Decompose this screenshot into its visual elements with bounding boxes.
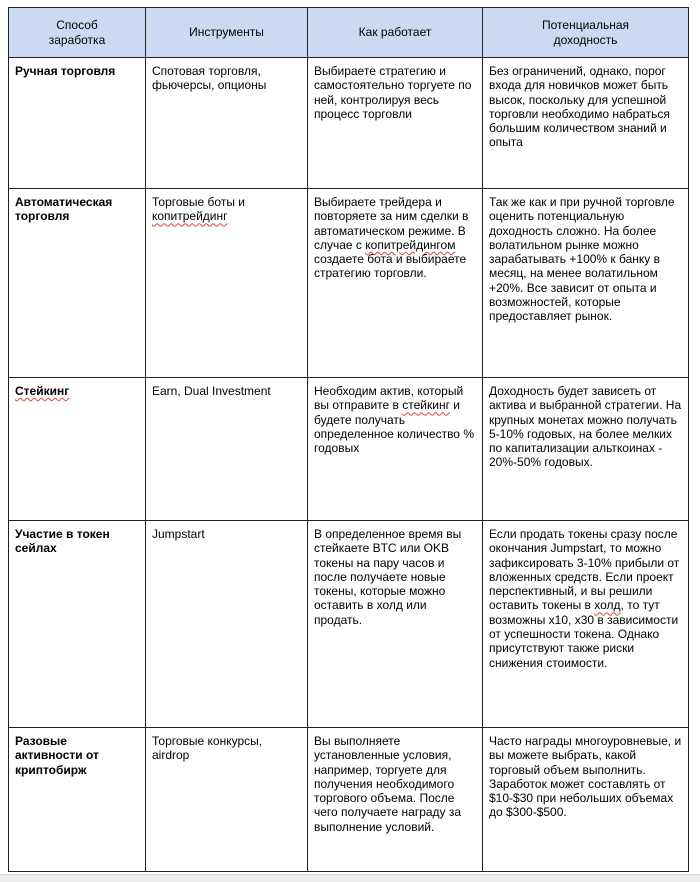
- tools-cell: Торговые конкурсы, airdrop: [145, 727, 308, 872]
- misspelled-word: стейкинг: [402, 398, 450, 413]
- cell-text: Вы выполняете установленные условия, нап…: [314, 734, 462, 834]
- cell-text: Выбираете трейдера и повторяете за ним с…: [314, 195, 469, 252]
- tools-cell: Спотовая торговля, фьючерсы, опционы: [145, 57, 308, 189]
- cell-text: Если продать токены сразу после окончани…: [489, 527, 680, 613]
- col-header-potential-profit: Потенциальная доходность: [482, 7, 689, 58]
- potential-profit-cell: Если продать токены сразу после окончани…: [482, 520, 689, 728]
- cell-text: Разовые активности от криптобирж: [15, 734, 99, 777]
- potential-profit-cell: Часто награды многоуровневые, и вы может…: [482, 727, 689, 872]
- tools-cell: Earn, Dual Investment: [145, 377, 308, 521]
- table-row: Стейкинг Earn, Dual Investment Необходим а…: [8, 377, 689, 521]
- table-row: Разовые активности от криптобирж Торговые…: [8, 727, 689, 872]
- page-bottom-strip: [0, 874, 700, 882]
- cell-text: Участие в токен сейлах: [15, 527, 110, 556]
- col-header-how-it-works: Как работает: [307, 7, 483, 58]
- cell-text: Спотовая торговля, фьючерсы, опционы: [152, 64, 267, 93]
- how-it-works-cell: В определенное время вы стейкаете BTC ил…: [307, 520, 483, 728]
- table-row: Автоматическая торговля Торговые боты и к…: [8, 188, 689, 378]
- cell-text: Без ограничений, однако, порог входа для…: [489, 64, 670, 150]
- cell-text: Так же как и при ручной торговле оценить…: [489, 195, 675, 324]
- table-row: Участие в токен сейлах Jumpstart В определ…: [8, 520, 689, 728]
- cell-text: , то тут возможны x10, x30 в зависимости…: [489, 598, 679, 670]
- potential-profit-cell: Так же как и при ручной торговле оценить…: [482, 188, 689, 378]
- cell-text: Доходность будет зависеть от актива и вы…: [489, 384, 682, 470]
- misspelled-word: копитрейдингом: [365, 237, 456, 252]
- tools-cell: Торговые боты и копитрейдинг: [145, 188, 308, 378]
- method-cell: Автоматическая торговля: [8, 188, 146, 378]
- method-cell: Ручная торговля: [8, 57, 146, 189]
- tools-cell: Jumpstart: [145, 520, 308, 728]
- cell-text: Автоматическая торговля: [15, 195, 113, 224]
- misspelled-word: Стейкинг: [15, 384, 70, 398]
- method-cell: Стейкинг: [8, 377, 146, 521]
- cell-text: Торговые конкурсы, airdrop: [152, 734, 263, 763]
- col-header-method: Способ заработка: [8, 7, 146, 58]
- table-body: Ручная торговля Спотовая торговля, фьючер…: [8, 57, 689, 872]
- misspelled-word: холд: [594, 598, 621, 613]
- cell-text: создаете бота и выбираете стратегию торг…: [314, 252, 467, 281]
- misspelled-word: копитрейдинг: [152, 209, 228, 224]
- potential-profit-cell: Доходность будет зависеть от актива и вы…: [482, 377, 689, 521]
- cell-text: В определенное время вы стейкаете BTC ил…: [314, 527, 462, 627]
- earnings-methods-table: Способ заработка Инструменты Как работае…: [8, 7, 689, 872]
- how-it-works-cell: Выбираете трейдера и повторяете за ним с…: [307, 188, 483, 378]
- cell-text: Выбираете стратегию и самостоятельно тор…: [314, 64, 472, 121]
- how-it-works-cell: Выбираете стратегию и самостоятельно тор…: [307, 57, 483, 189]
- cell-text: Необходим актив, который вы отправите в: [314, 384, 464, 413]
- cell-text: и будете получать определенное количеств…: [314, 398, 474, 456]
- how-it-works-cell: Вы выполняете установленные условия, нап…: [307, 727, 483, 872]
- cell-text: Торговые боты и: [152, 195, 245, 209]
- method-cell: Участие в токен сейлах: [8, 520, 146, 728]
- col-header-tools: Инструменты: [145, 7, 308, 58]
- how-it-works-cell: Необходим актив, который вы отправите в …: [307, 377, 483, 521]
- cell-text: Earn, Dual Investment: [152, 384, 271, 398]
- potential-profit-cell: Без ограничений, однако, порог входа для…: [482, 57, 689, 189]
- cell-text: Jumpstart: [152, 527, 205, 541]
- method-cell: Разовые активности от криптобирж: [8, 727, 146, 872]
- header-row: Способ заработка Инструменты Как работае…: [8, 7, 689, 58]
- table-row: Ручная торговля Спотовая торговля, фьючер…: [8, 57, 689, 189]
- cell-text: Часто награды многоуровневые, и вы может…: [489, 734, 682, 820]
- cell-text: Ручная торговля: [15, 64, 116, 78]
